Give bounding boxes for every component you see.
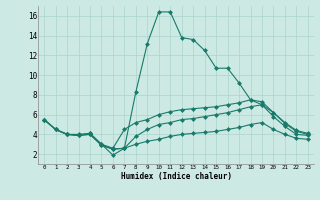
X-axis label: Humidex (Indice chaleur): Humidex (Indice chaleur) bbox=[121, 172, 231, 181]
